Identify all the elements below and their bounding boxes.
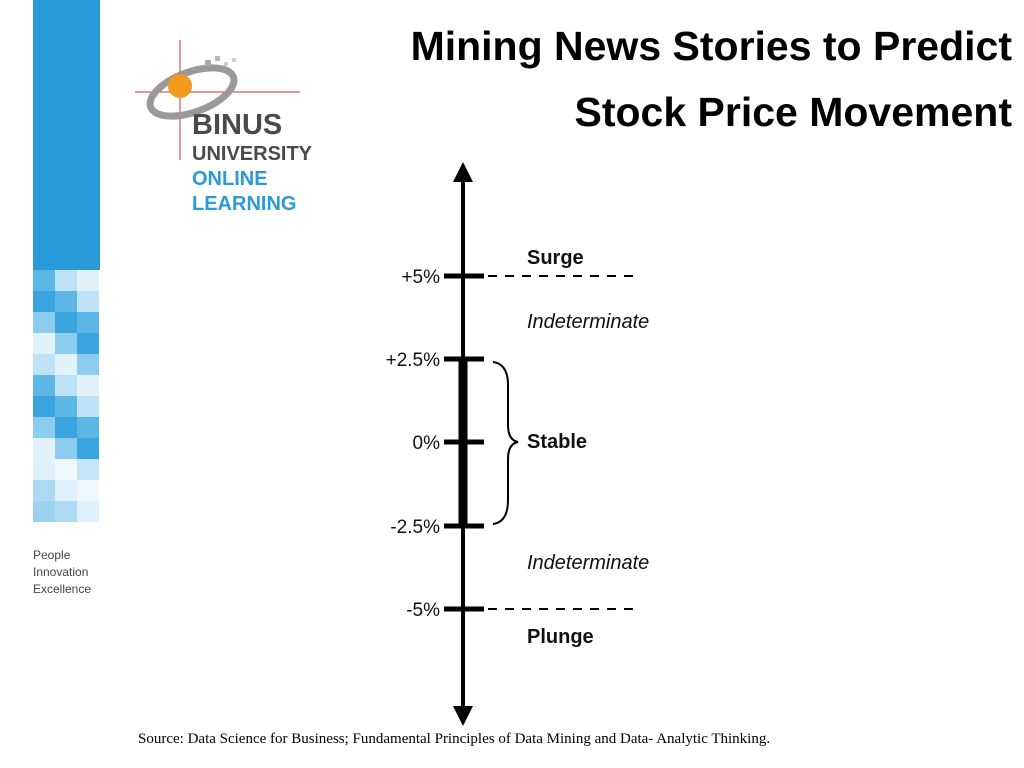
tick-label: +5% — [401, 267, 440, 288]
mosaic-tile — [55, 438, 77, 459]
title-line: Stock Price Movement — [575, 89, 1013, 135]
mosaic-tile — [55, 312, 77, 333]
side-mosaic — [33, 270, 99, 522]
side-bar — [33, 0, 100, 270]
mosaic-tile — [55, 333, 77, 354]
tick-label: -5% — [406, 600, 440, 621]
mosaic-tile — [77, 270, 99, 291]
source: Source: Data Science for Business; Funda… — [138, 731, 770, 747]
region-label: Stable — [527, 431, 587, 453]
mosaic-tile — [55, 291, 77, 312]
mosaic-tile — [33, 375, 55, 396]
mosaic-tile — [33, 438, 55, 459]
region-label: Indeterminate — [527, 311, 649, 333]
tagline: People — [33, 548, 71, 562]
mosaic-tile — [33, 291, 55, 312]
mosaic-tile — [55, 270, 77, 291]
source-label: Source — [138, 731, 180, 747]
mosaic-tile — [55, 501, 77, 522]
tick-label: 0% — [413, 433, 441, 454]
logo-name: BINUS — [192, 109, 282, 141]
mosaic-tile — [77, 438, 99, 459]
tick-label: -2.5% — [390, 517, 440, 538]
mosaic-tile — [33, 501, 55, 522]
logo-graphic — [135, 40, 300, 160]
logo-line: ONLINE — [192, 168, 268, 190]
mosaic-tile — [77, 333, 99, 354]
mosaic-tile — [77, 375, 99, 396]
mosaic-tile — [55, 417, 77, 438]
mosaic-tile — [77, 354, 99, 375]
source-text: : Data Science for Business; Fundamental… — [180, 731, 770, 747]
mosaic-tile — [33, 354, 55, 375]
mosaic-tile — [77, 291, 99, 312]
mosaic-tile — [77, 480, 99, 501]
region-label: Plunge — [527, 626, 594, 648]
tick-label: +2.5% — [386, 350, 441, 371]
mosaic-tile — [77, 312, 99, 333]
diagram: +5% +2.5% 0% -2.5% -5% Surge Indeterminate Stab… — [386, 247, 650, 648]
mosaic-tile — [55, 459, 77, 480]
mosaic-tile — [55, 480, 77, 501]
mosaic-tile — [55, 396, 77, 417]
tagline: Excellence — [33, 582, 91, 596]
mosaic-tile — [77, 459, 99, 480]
mosaic-tile — [55, 375, 77, 396]
logo-line: UNIVERSITY — [192, 143, 313, 165]
mosaic-tile — [33, 312, 55, 333]
mosaic-tile — [33, 417, 55, 438]
title-line: Mining News Stories to Predict — [411, 23, 1013, 69]
region-label: Surge — [527, 247, 584, 269]
mosaic-tile — [77, 396, 99, 417]
mosaic-tile — [33, 459, 55, 480]
mosaic-tile — [77, 501, 99, 522]
tagline: Innovation — [33, 565, 88, 579]
mosaic-tile — [33, 480, 55, 501]
mosaic-tile — [33, 270, 55, 291]
region-label: Indeterminate — [527, 552, 649, 574]
mosaic-tile — [77, 417, 99, 438]
mosaic-tile — [33, 333, 55, 354]
mosaic-tile — [33, 396, 55, 417]
logo-line: LEARNING — [192, 193, 296, 215]
mosaic-tile — [55, 354, 77, 375]
